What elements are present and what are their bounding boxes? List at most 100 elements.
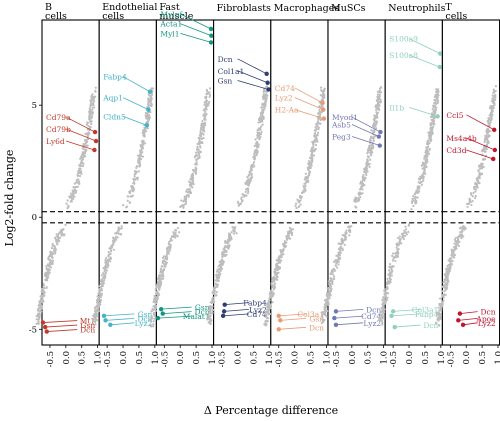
data-point xyxy=(130,185,133,188)
data-point xyxy=(433,104,437,108)
highlighted-point xyxy=(144,123,150,128)
data-point xyxy=(370,149,373,152)
data-point xyxy=(39,309,42,313)
data-point xyxy=(418,178,422,181)
data-point xyxy=(275,263,278,267)
data-point xyxy=(277,257,280,260)
data-point xyxy=(90,120,93,123)
data-point xyxy=(200,128,203,131)
data-point xyxy=(326,299,329,303)
data-point xyxy=(441,304,444,307)
data-point xyxy=(395,246,398,249)
data-point xyxy=(491,97,494,100)
data-point xyxy=(338,242,341,246)
data-point xyxy=(49,266,53,269)
data-point xyxy=(260,111,264,114)
gene-leader-line xyxy=(463,322,478,326)
data-point xyxy=(205,99,209,102)
data-point xyxy=(429,122,432,125)
data-point xyxy=(251,165,254,168)
data-point xyxy=(153,301,156,304)
data-point xyxy=(487,119,490,123)
data-point xyxy=(98,290,101,293)
data-point xyxy=(475,188,478,191)
data-point xyxy=(107,253,110,257)
x-tick-label: 1.0 xyxy=(208,351,218,365)
gene-label: Myl1 xyxy=(160,29,179,38)
data-point xyxy=(106,260,109,263)
data-point xyxy=(435,102,438,105)
data-point xyxy=(317,126,320,129)
background-points xyxy=(263,86,326,327)
background-points xyxy=(35,86,97,325)
data-point xyxy=(111,239,114,243)
data-point xyxy=(487,124,490,127)
x-tick-label: 0.0 xyxy=(462,351,472,365)
data-point xyxy=(93,100,96,103)
data-point xyxy=(278,267,281,270)
data-point xyxy=(135,176,138,180)
data-point xyxy=(168,249,171,253)
data-point xyxy=(69,192,73,195)
data-point xyxy=(309,161,312,165)
data-point xyxy=(494,89,497,93)
data-point xyxy=(191,179,195,182)
data-point xyxy=(372,139,375,143)
data-point xyxy=(234,226,237,229)
data-point xyxy=(383,300,386,303)
data-point xyxy=(445,267,448,270)
x-tick-label: -0.5 xyxy=(332,351,342,367)
data-point xyxy=(94,320,97,323)
data-point xyxy=(117,229,120,232)
data-point xyxy=(211,290,215,293)
gene-label: Ms4a4b xyxy=(446,134,477,143)
data-point xyxy=(357,199,360,202)
data-point xyxy=(374,116,377,120)
facet-title: Fast xyxy=(159,2,179,13)
gene-label: Ly6d xyxy=(46,137,65,146)
highlighted-point xyxy=(92,129,98,135)
data-point xyxy=(459,226,462,229)
data-point xyxy=(100,289,103,292)
data-point xyxy=(40,294,43,297)
data-point xyxy=(295,206,298,210)
data-point xyxy=(439,308,442,311)
gene-label: Lyz2 xyxy=(478,319,496,328)
data-point xyxy=(283,240,286,243)
data-point xyxy=(494,96,497,99)
data-point xyxy=(192,183,195,186)
data-point xyxy=(37,318,40,321)
data-point xyxy=(425,159,428,162)
data-point xyxy=(427,150,430,153)
data-point xyxy=(359,191,362,194)
data-point xyxy=(410,200,414,203)
data-point xyxy=(318,108,321,112)
x-tick-label: 1.0 xyxy=(265,351,275,365)
data-point xyxy=(444,283,447,286)
data-point xyxy=(196,151,199,154)
gene-label: Lyz2 xyxy=(249,305,267,314)
data-point xyxy=(451,259,454,263)
gene-label: Fabp4 xyxy=(243,299,267,308)
data-point xyxy=(212,296,215,299)
data-point xyxy=(221,255,224,259)
gene-leader-line xyxy=(46,329,78,332)
gene-label: Lyz2 xyxy=(275,94,293,103)
highlighted-point xyxy=(108,322,113,328)
gene-leader-line xyxy=(162,311,192,315)
data-point xyxy=(444,277,447,281)
data-point xyxy=(388,263,392,266)
data-point xyxy=(276,275,279,279)
data-point xyxy=(396,248,399,251)
data-point xyxy=(116,230,119,234)
data-point xyxy=(268,305,271,309)
data-point xyxy=(378,316,381,319)
data-point xyxy=(417,185,420,188)
facet-title: cells xyxy=(102,11,124,22)
data-point xyxy=(487,128,490,131)
data-point xyxy=(122,204,125,207)
data-point xyxy=(438,324,441,327)
data-point xyxy=(246,175,249,179)
data-point xyxy=(327,280,331,283)
data-point xyxy=(156,297,159,300)
